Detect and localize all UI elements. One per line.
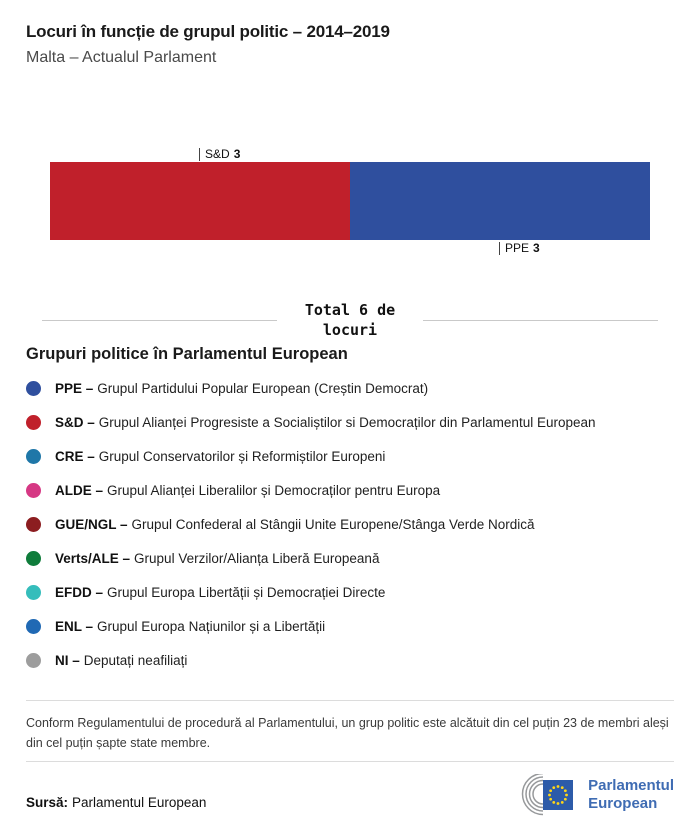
source-value: Parlamentul European bbox=[72, 794, 207, 810]
legend-desc: Grupul Conservatorilor și Reformiștilor … bbox=[98, 449, 386, 464]
segment-value: 3 bbox=[533, 241, 540, 255]
legend-item-ppe: PPE – Grupul Partidului Popular European … bbox=[26, 372, 674, 406]
legend-abbr: EFDD – bbox=[55, 585, 104, 600]
cre-color-dot bbox=[26, 449, 41, 464]
page-subtitle: Malta – Actualul Parlament bbox=[26, 49, 217, 66]
logo-line2: European bbox=[588, 794, 658, 812]
legend-abbr: ALDE – bbox=[55, 483, 104, 498]
legend-desc: Deputați neafiliați bbox=[83, 653, 188, 668]
ep-hemicycle-logo-icon bbox=[521, 773, 574, 815]
tick-mark bbox=[499, 241, 500, 255]
source-label: Sursă: bbox=[26, 794, 69, 810]
bar-label-sd: S&D 3 bbox=[199, 147, 240, 162]
total-seats-banner: Total 6 de locuri bbox=[42, 300, 658, 341]
legend-abbr: CRE – bbox=[55, 449, 95, 464]
legend-abbr: NI – bbox=[55, 653, 80, 668]
total-line1: Total 6 de bbox=[304, 301, 396, 319]
ni-color-dot bbox=[26, 653, 41, 668]
legend-desc: Grupul Europa Libertății și Democrației … bbox=[107, 585, 386, 600]
total-seats-label: Total 6 de locuri bbox=[305, 300, 395, 341]
segment-name: S&D bbox=[205, 147, 230, 161]
total-line2: locuri bbox=[322, 321, 378, 340]
legend-item-verts-ale: Verts/ALE – Grupul Verzilor/Alianța Liber… bbox=[26, 542, 674, 576]
ep-logo-wordmark: Parlamentul European bbox=[588, 777, 674, 812]
legend-item-gue-ngl: GUE/NGL – Grupul Confederal al Stângii Un… bbox=[26, 508, 674, 542]
verts-ale-color-dot bbox=[26, 551, 41, 566]
divider-line-left bbox=[42, 319, 277, 321]
european-parliament-logo: Parlamentul European bbox=[513, 773, 674, 816]
legend-desc: Grupul Confederal al Stângii Unite Europ… bbox=[131, 517, 535, 532]
stacked-bar-chart: S&D 3 PPE 3 bbox=[50, 147, 650, 255]
efdd-color-dot bbox=[26, 585, 41, 600]
legend-desc: Grupul Verzilor/Alianța Liberă Europeană bbox=[134, 551, 380, 566]
divider bbox=[26, 699, 674, 701]
legend-item-efdd: EFDD – Grupul Europa Libertății și Democr… bbox=[26, 576, 674, 610]
legend-item-ni: NI – Deputați neafiliați bbox=[26, 644, 674, 678]
legend-heading: Grupuri politice în Parlamentul European bbox=[26, 344, 348, 363]
divider bbox=[26, 760, 674, 762]
legend-abbr: GUE/NGL – bbox=[55, 517, 128, 532]
legend-desc: Grupul Alianței Liberalilor și Democrați… bbox=[107, 483, 441, 498]
legend-abbr: PPE – bbox=[55, 381, 94, 396]
legend-item-enl: ENL – Grupul Europa Națiunilor și a Liber… bbox=[26, 610, 674, 644]
legend-abbr: S&D – bbox=[55, 415, 95, 430]
enl-color-dot bbox=[26, 619, 41, 634]
bar-segment-ppe bbox=[350, 162, 650, 240]
legend-item-cre: CRE – Grupul Conservatorilor și Reformișt… bbox=[26, 440, 674, 474]
legend-desc: Grupul Partidului Popular European (Creș… bbox=[97, 381, 429, 396]
legend-list: PPE – Grupul Partidului Popular European … bbox=[26, 372, 674, 678]
source-line: Sursă: Parlamentul European bbox=[26, 795, 206, 810]
footer: Sursă: Parlamentul European bbox=[26, 773, 674, 816]
logo-line1: Parlamentul bbox=[588, 777, 674, 795]
segment-value: 3 bbox=[233, 147, 241, 161]
legend-abbr: ENL – bbox=[55, 619, 94, 634]
legend-desc: Grupul Alianței Progresiste a Socialiști… bbox=[98, 415, 596, 430]
segment-name: PPE bbox=[505, 241, 530, 255]
footnote: Conform Regulamentului de procedură al P… bbox=[26, 715, 669, 750]
legend-item-alde: ALDE – Grupul Alianței Liberalilor și Dem… bbox=[26, 474, 674, 508]
ppe-color-dot bbox=[26, 381, 41, 396]
page-title: Locuri în funcție de grupul politic – 20… bbox=[26, 22, 390, 41]
alde-color-dot bbox=[26, 483, 41, 498]
bar-segment-sd bbox=[50, 162, 350, 240]
header: Locuri în funcție de grupul politic – 20… bbox=[0, 0, 700, 67]
bar-label-ppe: PPE 3 bbox=[499, 240, 540, 255]
sd-color-dot bbox=[26, 415, 41, 430]
legend-abbr: Verts/ALE – bbox=[55, 551, 131, 566]
divider-line-right bbox=[423, 319, 658, 321]
gue-ngl-color-dot bbox=[26, 517, 41, 532]
legend-desc: Grupul Europa Națiunilor și a Libertății bbox=[97, 619, 326, 634]
tick-mark bbox=[199, 147, 200, 161]
legend-item-sd: S&D – Grupul Alianței Progresiste a Socia… bbox=[26, 406, 674, 440]
